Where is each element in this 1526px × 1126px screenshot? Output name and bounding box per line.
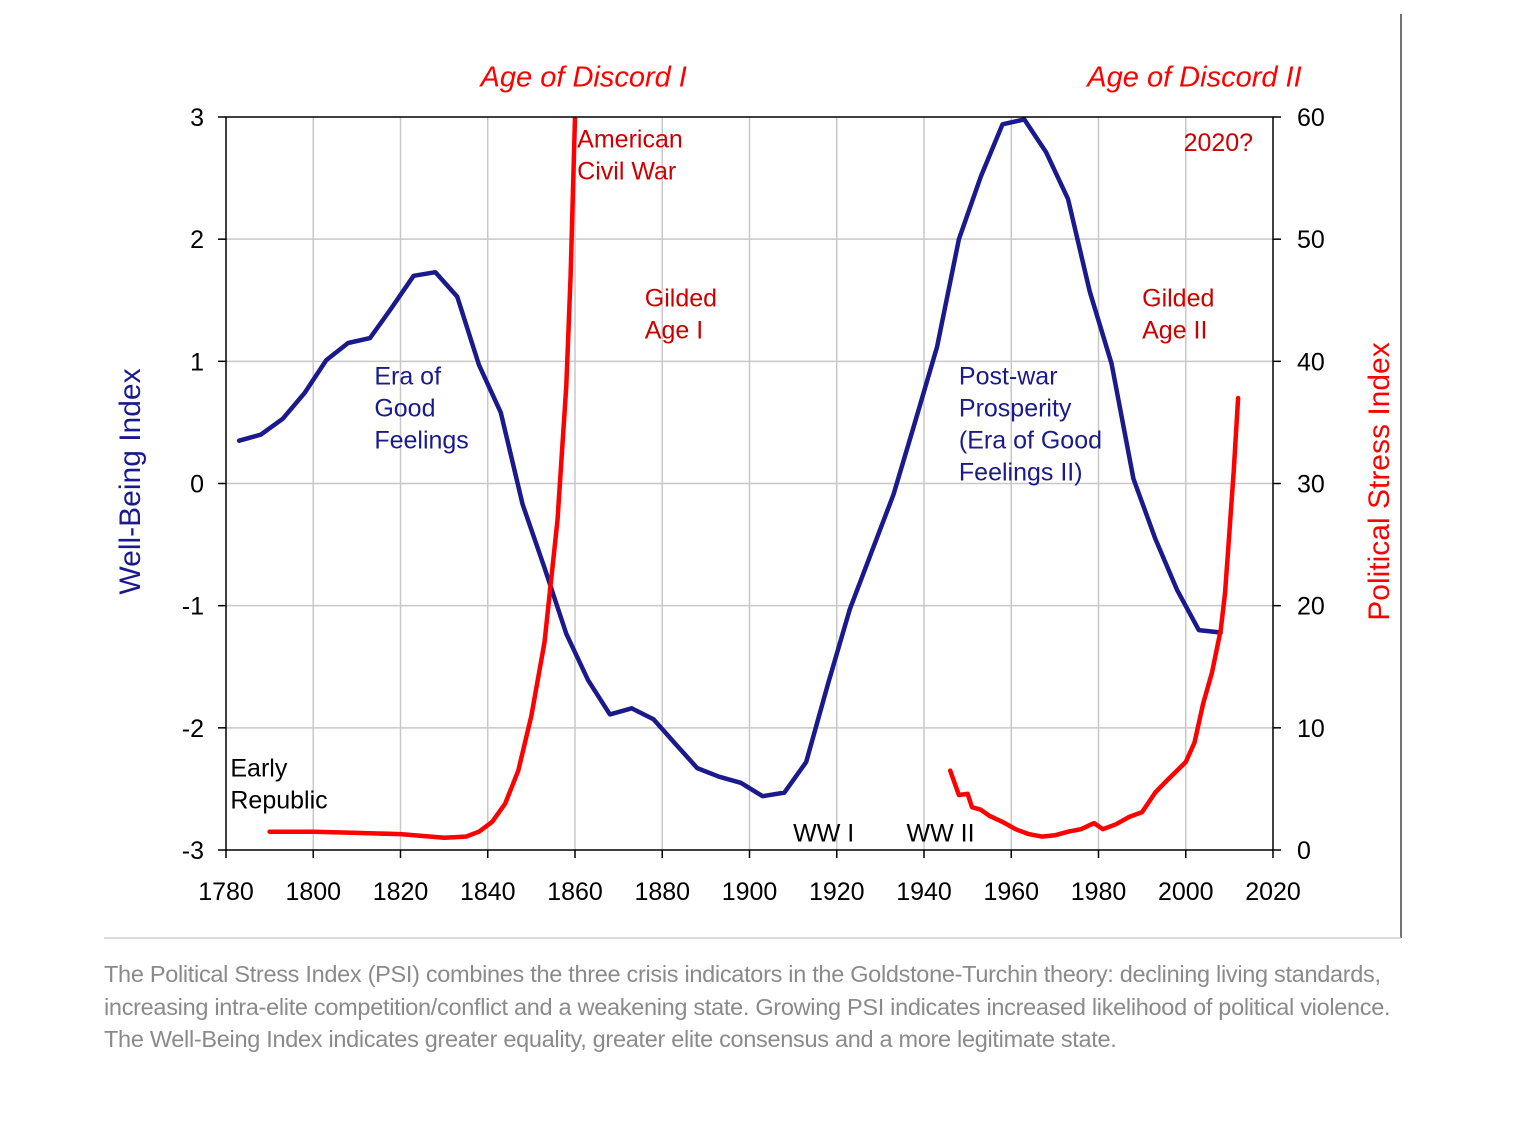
annotations: Age of Discord I Age of Discord II America… xyxy=(230,61,1301,847)
annotation-line: Gilded xyxy=(1142,284,1214,312)
annotation-line: Civil War xyxy=(577,158,676,186)
y-axis-left-title: Well-Being Index xyxy=(114,368,147,594)
y-left-tick-label: 2 xyxy=(190,226,204,254)
annotation-line: Age of Discord I xyxy=(479,61,687,93)
y-right-tick-label: 0 xyxy=(1297,837,1311,865)
annotation-line: Age I xyxy=(645,316,703,344)
y-right-tick-label: 10 xyxy=(1297,715,1325,743)
era-title: Age of Discord I xyxy=(479,61,687,93)
x-tick-label: 1960 xyxy=(983,878,1039,906)
chart-annotation: Early Republic xyxy=(230,755,327,815)
annotation-line: Era of xyxy=(374,363,441,391)
annotation-line: Age II xyxy=(1142,316,1207,344)
x-tick-label: 1780 xyxy=(198,878,254,906)
annotation-line: 2020? xyxy=(1184,129,1254,157)
annotation-line: Good xyxy=(374,395,435,423)
figure-caption: The Political Stress Index (PSI) combine… xyxy=(104,961,1391,1052)
y-right-tick-label: 40 xyxy=(1297,348,1325,376)
x-tick-label: 1900 xyxy=(722,878,778,906)
series-layer xyxy=(236,117,1241,841)
chart-annotation: Post-war Prosperity (Era of Good Feelings I… xyxy=(959,363,1102,487)
tick-layer: 1780 1800 1820 1840 1860 1880 1900 1920 1940 1960… xyxy=(182,104,1325,906)
annotation-line: (Era of Good xyxy=(959,427,1102,455)
annotation-line: American xyxy=(577,126,683,154)
x-tick-label: 1940 xyxy=(896,878,952,906)
x-tick-label: 2000 xyxy=(1158,878,1214,906)
x-tick-label: 1800 xyxy=(285,878,341,906)
y-left-tick-label: 1 xyxy=(190,348,204,376)
annotation-line: WW II xyxy=(907,819,975,847)
annotation-line: Post-war xyxy=(959,363,1058,391)
annotation-line: Gilded xyxy=(645,284,717,312)
political-stress-line xyxy=(267,117,1241,841)
gridlines xyxy=(226,117,1273,850)
y-right-tick-label: 60 xyxy=(1297,104,1325,132)
annotation-line: Feelings II) xyxy=(959,459,1083,487)
annotation-line: Early xyxy=(230,755,287,783)
y-left-tick-label: -2 xyxy=(182,715,204,743)
annotation-line: WW I xyxy=(793,819,854,847)
y-left-tick-label: 0 xyxy=(190,471,204,499)
y-right-tick-label: 20 xyxy=(1297,593,1325,621)
annotation-line: Age of Discord II xyxy=(1085,61,1301,93)
y-left-tick-label: -3 xyxy=(182,837,204,865)
chart-background xyxy=(104,14,1400,938)
y-left-tick-label: -1 xyxy=(182,593,204,621)
chart: 1780 1800 1820 1840 1860 1880 1900 1920 1940 1960… xyxy=(104,14,1402,939)
chart-annotation: Gilded Age II xyxy=(1142,284,1214,344)
y-right-tick-label: 50 xyxy=(1297,226,1325,254)
x-tick-label: 1860 xyxy=(547,878,603,906)
annotation-line: Prosperity xyxy=(959,395,1072,423)
chart-annotation: 2020? xyxy=(1184,129,1254,157)
chart-annotation: Era of Good Feelings xyxy=(374,363,469,455)
chart-annotation: WW II xyxy=(907,819,975,847)
y-axis-right-title: Political Stress Index xyxy=(1363,342,1396,620)
x-tick-label: 1820 xyxy=(373,878,429,906)
y-left-tick-label: 3 xyxy=(190,104,204,132)
x-tick-label: 1840 xyxy=(460,878,516,906)
chart-annotation: WW I xyxy=(793,819,854,847)
chart-annotation: Gilded Age I xyxy=(645,284,717,344)
well-being-line xyxy=(236,117,1223,799)
x-tick-label: 2020 xyxy=(1245,878,1301,906)
annotation-line: Feelings xyxy=(374,427,469,455)
y-right-tick-label: 30 xyxy=(1297,471,1325,499)
chart-annotation: American Civil War xyxy=(577,126,683,186)
annotation-line: Republic xyxy=(230,787,327,815)
x-tick-label: 1920 xyxy=(809,878,865,906)
era-title: Age of Discord II xyxy=(1085,61,1301,93)
x-tick-label: 1980 xyxy=(1071,878,1127,906)
x-tick-label: 1880 xyxy=(634,878,690,906)
